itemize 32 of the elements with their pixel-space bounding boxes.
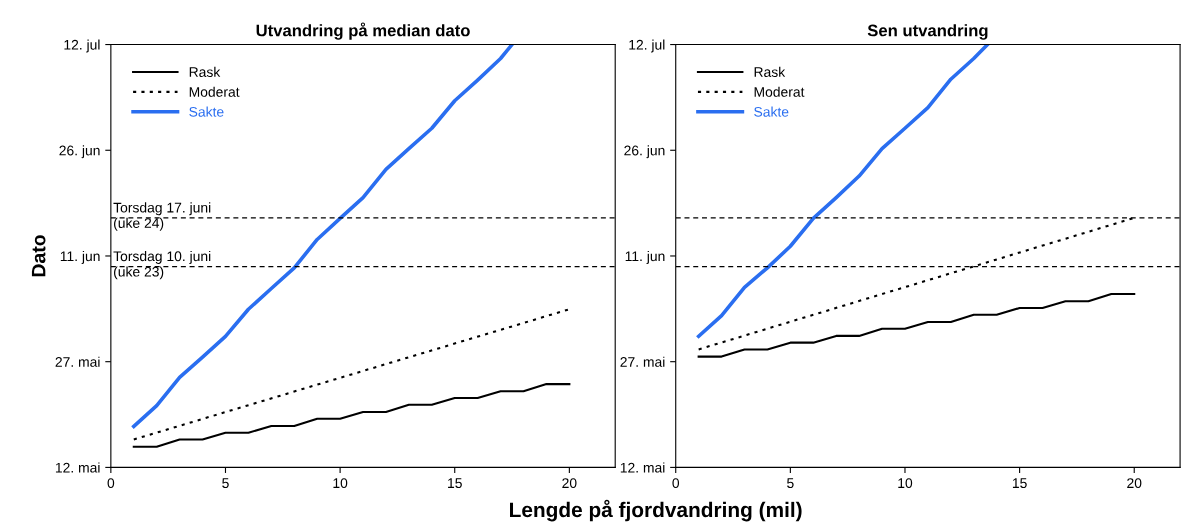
x-axis-title: Lengde på fjordvandring (mil): [510, 499, 802, 522]
x-tick-label: 0: [672, 478, 680, 489]
x-tick-label: 20: [1127, 478, 1142, 489]
text: 26. jun: [624, 145, 665, 159]
chart-title: Sen utvandring: [867, 24, 988, 40]
chart-title: Utvandring på median dato: [256, 22, 470, 40]
text: 12. mai: [620, 462, 665, 473]
x-tick-label: 15: [448, 478, 462, 489]
x-tick-label: 20: [562, 478, 577, 489]
text: 12. jul: [629, 39, 665, 53]
text: 27. mai: [55, 356, 100, 367]
ref-line-label: Torsdag 17. juni (uke 24): [113, 202, 211, 231]
y-axis-title: Dato: [31, 235, 46, 277]
text: 11. jun: [625, 250, 665, 264]
x-tick-label: 5: [222, 478, 229, 489]
x-tick-label: 10: [333, 478, 348, 489]
text: 27. mai: [620, 356, 665, 367]
legend-label: Rask: [754, 66, 786, 77]
x-tick-label: 15: [1012, 478, 1027, 489]
legend-label: Sakte: [189, 106, 224, 117]
legend-label: Moderat: [189, 86, 240, 97]
legend-label: Rask: [189, 66, 221, 77]
legend-label: Sakte: [754, 106, 789, 117]
x-tick-label: 10: [898, 478, 913, 489]
ref-line-label: Torsdag 10. juni (uke 23): [113, 250, 211, 280]
legend-label: Moderat: [754, 86, 805, 97]
x-tick-label: 0: [107, 478, 115, 489]
text: 12. jul: [64, 39, 100, 53]
text: 12. mai: [55, 462, 100, 473]
text: 11. jun: [60, 250, 100, 264]
text: 26. jun: [59, 145, 100, 159]
x-tick-label: 5: [787, 478, 794, 489]
